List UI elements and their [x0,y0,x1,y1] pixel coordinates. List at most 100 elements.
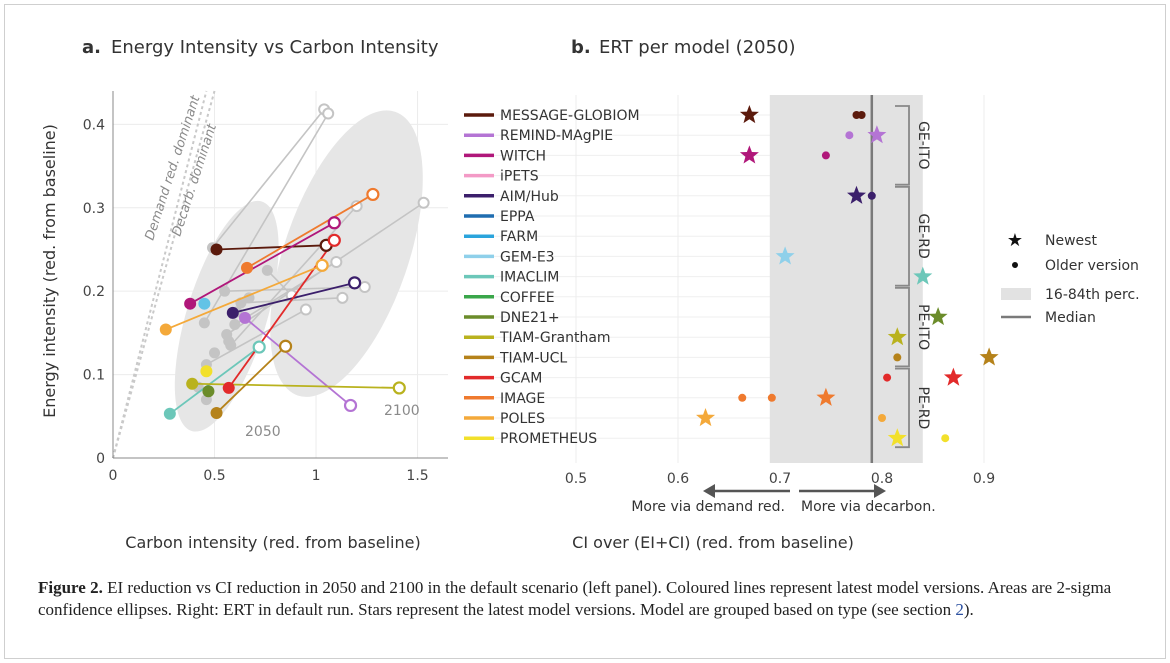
x-tick-label: 0.9 [973,471,995,487]
x-tick-label: 1.5 [406,468,428,484]
ellipse-2100-label: 2100 [384,403,420,419]
group-bracket [895,286,910,368]
older-point-2100 [417,196,430,209]
group-bracket [895,367,910,449]
x-tick-label: 0 [109,468,118,484]
older-point-2100 [299,303,312,316]
model-label: IMACLIM [500,270,559,286]
newest-star [775,246,795,265]
older-version-dot [857,111,866,119]
newest-star [887,327,907,346]
model-point-2050 [238,311,251,324]
x-tick-label: 0.5 [565,471,587,487]
older-point-2050 [209,347,221,359]
older-version-line [211,108,325,249]
arrow-left-label: More via demand red. [631,499,785,515]
model-line [215,345,287,414]
x-tick-label: 0.8 [871,471,893,487]
caption-label: Figure 2. [38,578,103,597]
caption-end: ). [963,599,974,619]
newest-star [867,125,887,144]
model-label: FARM [500,229,538,245]
y-tick-label: 0.4 [83,117,105,133]
older-point-2050 [223,335,235,347]
x-tick-label: 0.5 [203,468,225,484]
model-line [189,222,335,305]
figure-caption: Figure 2. EI reduction vs CI reduction i… [38,577,1146,620]
newest-star [847,185,866,204]
model-line [165,264,323,331]
panel-a-plot: 0 0.1 0.2 0.3 0.4 0 0.5 1 1.5 [83,90,448,484]
model-line [169,346,260,415]
group-bracket [895,105,910,186]
model-point-2050 [186,377,199,390]
model-label: GCAM [500,371,542,387]
model-point-2050 [198,297,211,310]
model-label: iPETS [500,169,539,185]
panel-b-letter: b. [571,37,591,58]
older-version-line [230,205,358,346]
older-version-dot [867,191,876,200]
model-point-2050 [163,407,176,420]
legend-median: Median [1045,310,1096,326]
model-point-2050 [241,261,253,274]
group-label: GE-RD [915,214,931,259]
model-label: GEM-E3 [500,249,555,265]
model-point-2050 [210,406,223,419]
model-point-2100 [348,276,362,290]
group-label: PE-RD [915,386,931,429]
model-label: AIM/Hub [500,189,559,205]
older-point-2100 [358,281,371,294]
newest-star [979,347,999,366]
y-tick-label: 0.2 [83,284,105,300]
legend-newest: Newest [1045,233,1097,249]
older-version-dot [878,414,886,422]
model-point-2100 [315,258,329,272]
legend-dot-icon [1012,262,1018,268]
legend: ★ Newest Older version 16-84th perc. Med… [1001,230,1140,326]
older-version-dot [738,393,747,402]
panel-b-plot: MESSAGE-GLOBIOM REMIND-MAgPIE WITCH iPETS AI… [464,95,999,487]
model-line [246,193,374,269]
group-bracket [895,185,910,287]
newest-star [696,408,716,427]
newest-star [739,105,759,124]
newest-star [739,145,759,164]
older-version-line [224,286,365,292]
x-tick-label: 1 [312,468,321,484]
older-version-dot [821,151,830,160]
legend-band-swatch [1001,288,1031,300]
newest-star [913,266,933,285]
y-tick-label: 0.3 [83,201,105,217]
newest-star [887,428,907,447]
older-version-dot [883,373,892,382]
model-point-2100 [327,233,341,247]
older-version-dot [845,131,854,140]
older-version-line [234,261,337,326]
model-label: MESSAGE-GLOBIOM [500,108,640,124]
panel-a-ylabel: Energy intensity (red. from baseline) [40,124,59,418]
x-tick-label: 0.7 [769,471,791,487]
model-label: COFFEE [500,290,555,306]
model-point-2050 [202,385,215,398]
model-point-2100 [252,340,266,354]
model-label: IMAGE [500,391,545,407]
older-version-dot [767,393,776,402]
percentile-band [769,95,923,463]
model-label: TIAM-Grantham [499,330,611,346]
arrow-left-head [703,484,715,498]
older-point-2050 [229,319,241,331]
model-label: TIAM-UCL [499,350,567,366]
model-label: POLES [500,411,545,427]
caption-section-ref[interactable]: 2 [955,599,964,619]
panel-a-xlabel: Carbon intensity (red. from baseline) [125,533,420,552]
older-point-2100 [330,255,343,268]
older-point-2100 [322,107,335,120]
group-label: GE-ITO [915,121,931,169]
arrow-right-label: More via decarbon. [801,499,936,515]
model-point-2100 [343,398,358,413]
ellipse-2050-label: 2050 [245,424,281,440]
y-tick-label: 0 [96,451,105,467]
model-label: DNE21+ [500,310,560,326]
panel-b-title: ERT per model (2050) [599,37,796,58]
